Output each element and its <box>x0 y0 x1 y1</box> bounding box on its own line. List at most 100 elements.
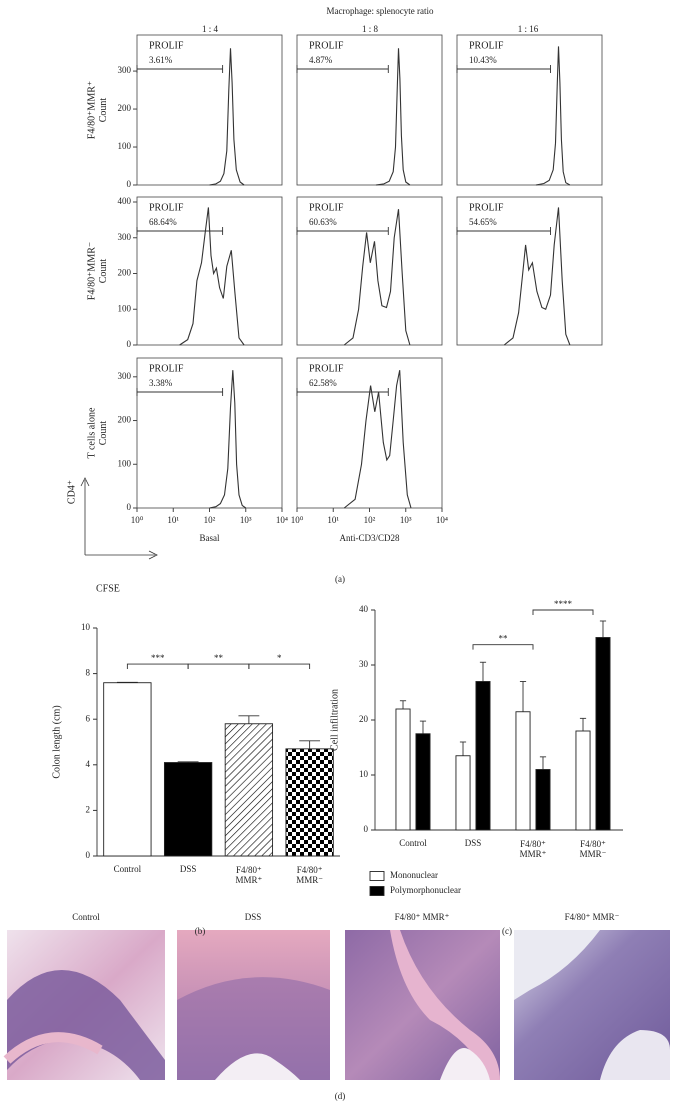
x-tick-label: F4/80⁺ MMR⁻ <box>296 865 323 885</box>
gate-annotation: PROLIF <box>149 202 184 213</box>
x-tick-label: F4/80⁺ MMR⁻ <box>580 839 607 859</box>
gate-marker <box>136 388 224 396</box>
y-tick-label: 20 <box>359 714 369 724</box>
image-label: F4/80⁺ MMR⁺ <box>395 912 450 922</box>
legend-swatch <box>369 871 385 881</box>
x-axis-label: Basal <box>200 533 220 543</box>
text-line: F4/80⁺ <box>297 865 323 875</box>
gate-marker <box>296 227 389 235</box>
gate-marker <box>456 227 551 235</box>
y-tick-label: 200 <box>118 103 132 113</box>
significance-label: *** <box>151 653 165 663</box>
histogram-curve <box>343 370 412 509</box>
bar <box>103 682 152 857</box>
gate-annotation: 4.87% <box>309 55 333 65</box>
text-line: F4/80⁺ <box>580 839 606 849</box>
gate-annotation: PROLIF <box>309 40 344 51</box>
gate-marker <box>296 388 389 396</box>
text-line: MMR⁺ <box>520 849 547 859</box>
y-tick-label: 6 <box>86 713 91 723</box>
y-tick-label: 10 <box>81 622 91 632</box>
bar <box>163 762 213 857</box>
column-label: 1 : 16 <box>518 24 539 34</box>
gate-annotation: PROLIF <box>469 202 504 213</box>
significance-label: ** <box>499 634 509 644</box>
text-line: F4/80⁺MMR⁺ <box>87 81 98 139</box>
x-axis-label: Anti-CD3/CD28 <box>339 533 400 543</box>
panel-label: (b) <box>195 926 206 936</box>
plot-frame <box>136 196 283 346</box>
figure-header: Macrophage: splenocyte ratio <box>327 6 434 16</box>
x-tick-label: 10² <box>204 515 216 525</box>
text-line: Count <box>98 259 109 284</box>
gate-annotation: PROLIF <box>309 363 344 374</box>
text-line: MMR⁻ <box>580 849 607 859</box>
axis-key-x: CFSE <box>96 583 120 594</box>
bar <box>285 748 334 857</box>
y-tick-label: 400 <box>118 196 132 206</box>
x-tick-label: 10³ <box>400 515 412 525</box>
x-tick-label: 10¹ <box>327 515 339 525</box>
image-label: Control <box>72 912 100 922</box>
axis-key <box>80 477 158 560</box>
bar <box>395 708 411 831</box>
bar <box>515 711 531 831</box>
significance-bracket <box>126 663 189 670</box>
histogram-curve <box>343 209 411 346</box>
y-tick-label: 200 <box>118 415 132 425</box>
x-tick-label: 10² <box>364 515 376 525</box>
gate-marker <box>136 227 224 235</box>
y-tick-label: 30 <box>359 659 369 669</box>
y-tick-label: 100 <box>118 458 132 468</box>
bar <box>595 637 611 831</box>
x-tick-label: 10⁴ <box>436 515 448 525</box>
row-label: F4/80⁺MMR⁻Count <box>87 242 110 300</box>
histogram-curve <box>535 46 571 186</box>
image-label: DSS <box>245 912 262 922</box>
legend-swatch <box>369 886 385 896</box>
text-line: T cells alone <box>87 407 98 458</box>
y-tick-label: 8 <box>86 668 91 678</box>
x-tick-label: 10⁰ <box>291 515 304 525</box>
histogram-curve <box>503 207 571 346</box>
gate-annotation: 3.38% <box>149 378 173 388</box>
row-label: T cells aloneCount <box>87 407 110 458</box>
image-label: F4/80⁺ MMR⁻ <box>565 912 620 922</box>
x-tick-label: F4/80⁺ MMR⁺ <box>520 839 547 859</box>
y-tick-label: 10 <box>359 769 369 779</box>
histogram-curve <box>375 48 411 186</box>
column-label: 1 : 8 <box>362 24 379 34</box>
x-tick-label: DSS <box>465 838 482 848</box>
row-label: F4/80⁺MMR⁺Count <box>87 81 110 139</box>
y-tick-label: 300 <box>118 232 132 242</box>
significance-bracket <box>248 663 311 670</box>
significance-label: * <box>277 653 282 663</box>
bar <box>475 681 491 831</box>
bar <box>575 730 591 831</box>
legend-label: Mononuclear <box>390 870 438 880</box>
gate-annotation: 3.61% <box>149 55 173 65</box>
column-label: 1 : 4 <box>202 24 219 34</box>
bar <box>415 733 431 831</box>
axis-key-y: CD4⁺ <box>66 480 77 504</box>
text-line: MMR⁺ <box>235 875 262 885</box>
text-line: F4/80⁺ <box>236 865 262 875</box>
plot-frame <box>296 196 443 346</box>
y-tick-label: 300 <box>118 371 132 381</box>
panel-label: (a) <box>335 574 345 584</box>
y-axis-label: Colon length (cm) <box>51 705 62 778</box>
gate-annotation: 60.63% <box>309 217 337 227</box>
y-tick-label: 300 <box>118 65 132 75</box>
x-tick-label: 10⁰ <box>131 515 144 525</box>
y-tick-label: 100 <box>118 303 132 313</box>
x-tick-label: 10³ <box>240 515 252 525</box>
legend-label: Polymorphonuclear <box>390 885 461 895</box>
gate-annotation: PROLIF <box>149 40 184 51</box>
y-tick-label: 200 <box>118 268 132 278</box>
gate-marker <box>456 65 551 73</box>
significance-bracket <box>187 663 250 670</box>
y-axis-label: Cell infiltration <box>329 689 340 751</box>
text-line: MMR⁻ <box>296 875 323 885</box>
x-tick-label: Control <box>114 864 142 874</box>
